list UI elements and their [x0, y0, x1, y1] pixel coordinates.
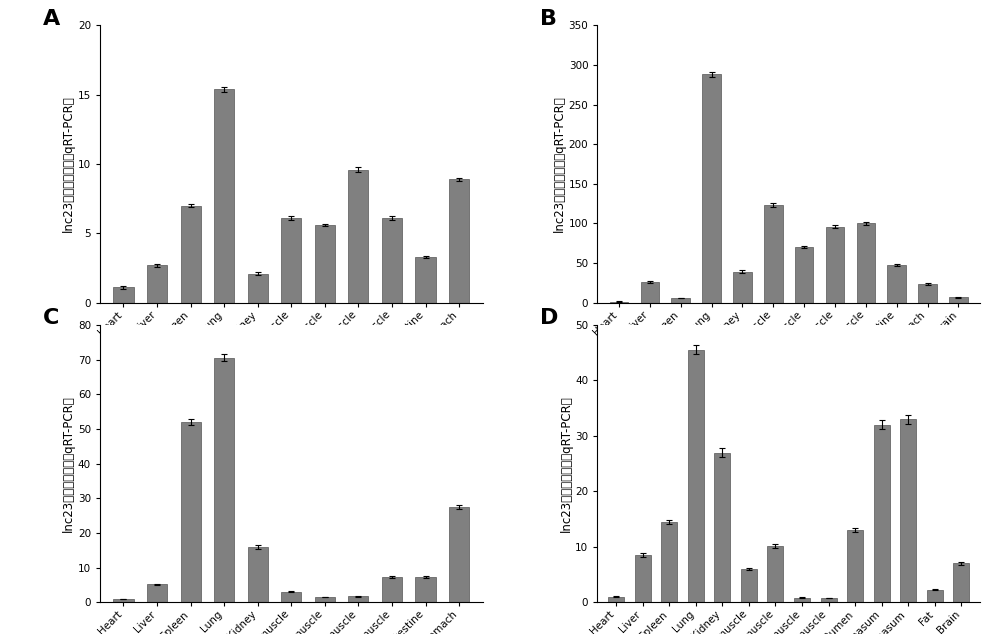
Bar [671, 298, 690, 303]
Bar [147, 585, 167, 602]
Bar [688, 350, 704, 602]
Bar [315, 597, 335, 602]
Bar [927, 590, 943, 602]
Y-axis label: lnc23相对表达水平（qRT-PCR）: lnc23相对表达水平（qRT-PCR） [62, 96, 75, 233]
Bar [821, 598, 837, 602]
Bar [113, 287, 134, 303]
Bar [741, 569, 757, 602]
Text: A: A [43, 9, 60, 29]
Bar [348, 170, 368, 303]
Bar [767, 546, 783, 602]
Bar [415, 257, 436, 303]
Bar [794, 598, 810, 602]
Bar [214, 89, 234, 303]
Bar [661, 522, 677, 602]
Bar [641, 282, 659, 303]
Bar [887, 265, 906, 303]
Bar [315, 225, 335, 303]
Bar [248, 547, 268, 602]
Bar [874, 425, 890, 602]
Bar [635, 555, 651, 602]
Bar [918, 284, 937, 303]
Bar [415, 577, 436, 602]
Bar [714, 453, 730, 602]
Bar [733, 272, 752, 303]
Bar [113, 599, 134, 602]
Bar [248, 274, 268, 303]
Bar [900, 419, 916, 602]
Y-axis label: lnc23相对表达水平（qRT-PCR）: lnc23相对表达水平（qRT-PCR） [559, 395, 572, 532]
Bar [449, 179, 469, 303]
Y-axis label: lnc23相对表达水平（qRT-PCR）: lnc23相对表达水平（qRT-PCR） [62, 395, 75, 532]
Bar [764, 205, 783, 303]
Bar [795, 247, 813, 303]
Bar [702, 75, 721, 303]
Bar [949, 297, 968, 303]
Text: D: D [540, 308, 558, 328]
Bar [281, 592, 301, 602]
Text: C: C [43, 308, 59, 328]
Bar [610, 302, 628, 303]
Bar [382, 218, 402, 303]
Bar [147, 265, 167, 303]
Y-axis label: lnc23相对表达水平（qRT-PCR）: lnc23相对表达水平（qRT-PCR） [553, 96, 566, 233]
Bar [449, 507, 469, 602]
Bar [826, 227, 844, 303]
Bar [608, 597, 624, 602]
Bar [382, 578, 402, 602]
Bar [847, 530, 863, 602]
Bar [214, 358, 234, 602]
Bar [181, 422, 201, 602]
Bar [857, 224, 875, 303]
Bar [953, 564, 969, 602]
Text: B: B [540, 9, 557, 29]
Bar [348, 597, 368, 602]
Bar [181, 205, 201, 303]
Bar [281, 218, 301, 303]
